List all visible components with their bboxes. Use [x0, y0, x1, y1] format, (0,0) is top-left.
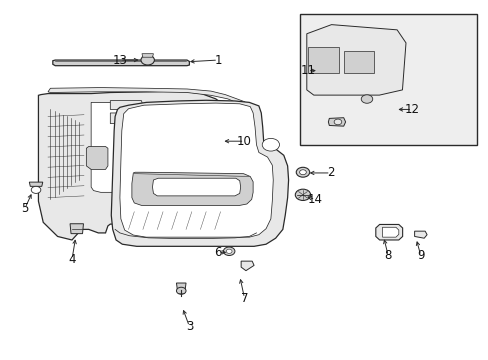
Polygon shape: [39, 91, 254, 240]
Polygon shape: [29, 182, 42, 186]
Text: 2: 2: [326, 166, 334, 179]
Circle shape: [141, 55, 154, 65]
Polygon shape: [53, 60, 189, 66]
Text: 8: 8: [384, 249, 391, 262]
Text: 14: 14: [307, 193, 322, 206]
Polygon shape: [110, 100, 143, 109]
Circle shape: [361, 95, 372, 103]
Text: 12: 12: [404, 103, 419, 116]
Circle shape: [190, 169, 231, 198]
Polygon shape: [241, 261, 254, 271]
Polygon shape: [327, 118, 345, 126]
Circle shape: [223, 247, 234, 256]
Circle shape: [295, 189, 310, 201]
Circle shape: [156, 127, 203, 162]
Polygon shape: [142, 54, 153, 57]
Polygon shape: [48, 87, 249, 109]
Text: 3: 3: [185, 320, 193, 333]
Text: 6: 6: [214, 246, 222, 259]
Polygon shape: [70, 224, 83, 234]
Polygon shape: [382, 227, 398, 237]
Text: 10: 10: [237, 135, 251, 148]
Polygon shape: [176, 283, 185, 290]
Text: 11: 11: [300, 64, 315, 77]
Circle shape: [31, 186, 41, 193]
Circle shape: [333, 119, 341, 125]
Polygon shape: [306, 24, 405, 95]
Polygon shape: [132, 172, 253, 206]
Polygon shape: [343, 51, 373, 73]
Polygon shape: [152, 178, 240, 196]
Text: 1: 1: [214, 54, 222, 67]
Polygon shape: [375, 224, 402, 240]
Polygon shape: [91, 102, 242, 192]
Polygon shape: [308, 47, 338, 73]
Circle shape: [176, 287, 185, 294]
Polygon shape: [120, 103, 273, 237]
Polygon shape: [414, 231, 426, 238]
Text: 7: 7: [240, 292, 248, 305]
Circle shape: [296, 167, 309, 177]
Circle shape: [262, 138, 279, 151]
Text: 5: 5: [21, 202, 29, 215]
Circle shape: [161, 131, 198, 158]
Polygon shape: [86, 147, 108, 170]
Polygon shape: [110, 113, 143, 123]
Text: 4: 4: [68, 253, 76, 266]
Circle shape: [299, 170, 305, 175]
Text: 13: 13: [112, 54, 127, 67]
Circle shape: [196, 173, 225, 194]
Text: 9: 9: [416, 249, 424, 262]
Circle shape: [226, 249, 232, 253]
Bar: [299, 14, 476, 145]
Polygon shape: [111, 100, 288, 246]
